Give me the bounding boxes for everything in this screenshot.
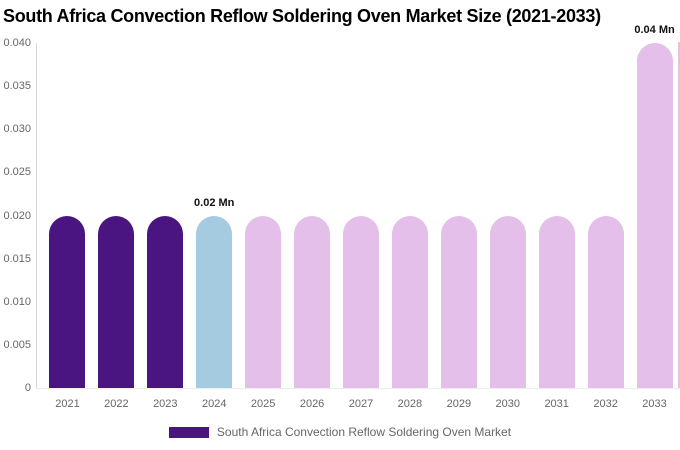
bar-2024[interactable] xyxy=(196,215,233,388)
y-axis-label: 0.010 xyxy=(3,295,31,308)
bar-2021[interactable] xyxy=(49,215,86,388)
bar-band xyxy=(141,43,190,388)
bar-band xyxy=(581,43,630,388)
bar-band xyxy=(43,43,92,388)
bar-band xyxy=(239,43,288,388)
bar-band xyxy=(190,43,239,388)
bar-band xyxy=(434,43,483,388)
chart-title: South Africa Convection Reflow Soldering… xyxy=(3,6,601,26)
bar-2032[interactable] xyxy=(587,215,624,388)
x-axis-label: 2021 xyxy=(55,398,80,410)
bar-2022[interactable] xyxy=(98,215,135,388)
bar-band xyxy=(483,43,532,388)
x-axis-label: 2031 xyxy=(544,398,569,410)
bar-2026[interactable] xyxy=(294,215,331,388)
x-axis-label: 2025 xyxy=(250,398,276,410)
annotation-label-2033: 0.04 Mn xyxy=(634,24,675,36)
x-axis-label: 2033 xyxy=(642,398,667,410)
x-axis-label: 2029 xyxy=(446,398,472,410)
y-axis-label: 0 xyxy=(24,382,31,394)
bar-band xyxy=(288,43,337,388)
x-axis-label: 2026 xyxy=(299,398,325,410)
x-axis-line xyxy=(36,388,680,389)
y-axis-label: 0.025 xyxy=(3,166,31,179)
y-axis-label: 0.020 xyxy=(3,209,31,222)
x-axis-label: 2024 xyxy=(201,398,227,410)
x-axis-label: 2032 xyxy=(593,398,618,410)
y-axis-label: 0.030 xyxy=(3,123,31,136)
bar-2033[interactable] xyxy=(636,43,673,388)
x-axis-label: 2028 xyxy=(397,398,423,410)
y-axis-label: 0.040 xyxy=(3,37,31,49)
partial-bar-right-edge[interactable] xyxy=(678,42,680,388)
annotation-label-2024: 0.02 Mn xyxy=(194,196,235,209)
x-axis-label: 2022 xyxy=(104,398,129,410)
y-axis-label: 0.035 xyxy=(3,80,31,93)
bar-band xyxy=(385,43,434,388)
y-axis-label: 0.005 xyxy=(3,338,31,351)
bar-2031[interactable] xyxy=(538,215,575,388)
bar-2025[interactable] xyxy=(245,215,282,388)
x-axis-label: 2023 xyxy=(153,398,178,410)
legend-swatch-icon xyxy=(168,426,209,438)
legend-item[interactable]: South Africa Convection Reflow Soldering… xyxy=(0,425,680,439)
bar-band xyxy=(92,43,141,388)
bar-series xyxy=(43,43,679,388)
x-axis-label: 2030 xyxy=(495,398,520,410)
legend-label: South Africa Convection Reflow Soldering… xyxy=(216,425,512,439)
bar-2030[interactable] xyxy=(489,215,526,388)
bar-band xyxy=(532,43,581,388)
bar-2027[interactable] xyxy=(342,215,379,388)
bar-2029[interactable] xyxy=(440,215,477,388)
y-axis-label: 0.015 xyxy=(3,252,31,265)
bar-band xyxy=(630,43,679,388)
x-axis-labels: 2021 2022 2023 2024 2025 2026 2027 2028 2029 2030… xyxy=(43,398,679,410)
bar-band xyxy=(337,43,386,388)
bar-2023[interactable] xyxy=(147,215,184,388)
x-axis-label: 2027 xyxy=(348,398,374,410)
bar-2028[interactable] xyxy=(391,215,428,388)
y-axis-line xyxy=(36,43,37,389)
